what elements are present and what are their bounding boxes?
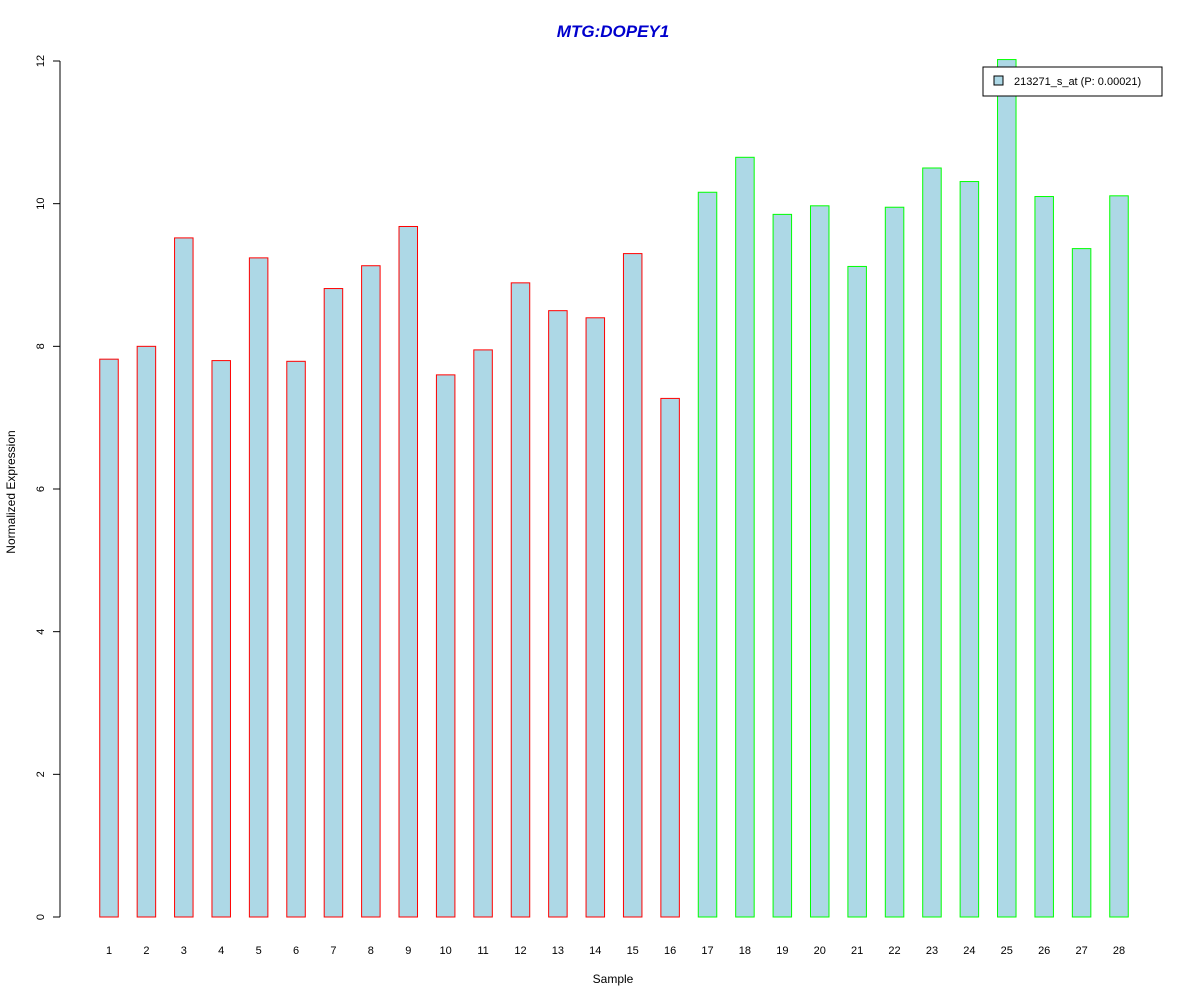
x-tick-label: 17 — [701, 945, 713, 957]
x-tick-label: 8 — [368, 945, 374, 957]
bar-sample-20 — [809, 205, 830, 918]
x-tick-label: 1 — [106, 945, 112, 957]
x-tick-label: 21 — [851, 945, 863, 957]
bar-sample-15 — [622, 253, 643, 918]
x-tick-label: 11 — [477, 945, 488, 957]
legend-box — [982, 66, 1163, 97]
x-tick-label: 20 — [814, 945, 826, 957]
x-tick-label: 19 — [776, 945, 788, 957]
bar-sample-17 — [697, 191, 718, 918]
y-axis-title: Normalized Expression — [4, 430, 18, 553]
legend: 213271_s_at (P: 0.00021) — [982, 66, 1163, 97]
y-tick-label: 6 — [35, 486, 47, 492]
y-tick-label: 2 — [35, 771, 47, 777]
x-tick-label: 16 — [664, 945, 676, 957]
x-tick-label: 7 — [330, 945, 336, 957]
legend-swatch — [993, 75, 1004, 86]
bar-sample-6 — [286, 360, 306, 918]
y-tick-label: 10 — [35, 198, 47, 210]
bars — [99, 59, 1129, 918]
bar-sample-21 — [847, 265, 867, 918]
x-tick-label: 25 — [1001, 945, 1013, 957]
bar-sample-13 — [548, 310, 568, 918]
x-tick-label: 4 — [218, 945, 224, 957]
x-tick-label: 2 — [143, 945, 149, 957]
bar-sample-4 — [211, 360, 231, 918]
x-tick-label: 15 — [627, 945, 639, 957]
bar-sample-11 — [473, 349, 493, 918]
bar-sample-19 — [772, 213, 793, 918]
bar-sample-3 — [174, 237, 194, 918]
bar-sample-23 — [922, 167, 942, 918]
bar-sample-1 — [99, 358, 119, 918]
bar-sample-26 — [1034, 196, 1054, 918]
bar-sample-28 — [1109, 195, 1129, 918]
x-axis-title: Sample — [593, 972, 634, 986]
x-tick-label: 24 — [963, 945, 975, 957]
x-tick-label: 6 — [293, 945, 299, 957]
bar-sample-22 — [884, 206, 905, 918]
x-tick-label: 27 — [1075, 945, 1087, 957]
bar-sample-8 — [361, 265, 381, 918]
x-tick-label: 22 — [888, 945, 900, 957]
x-tick-label: 3 — [181, 945, 187, 957]
bar-sample-27 — [1071, 248, 1092, 918]
y-tick-label: 4 — [35, 629, 47, 635]
x-tick-label: 18 — [739, 945, 751, 957]
bar-sample-2 — [136, 345, 157, 918]
bar-sample-24 — [959, 181, 980, 918]
bar-sample-18 — [735, 156, 755, 918]
bar-sample-10 — [435, 374, 456, 918]
x-tick-label: 28 — [1113, 945, 1125, 957]
x-tick-label: 5 — [256, 945, 262, 957]
chart-title: MTG:DOPEY1 — [557, 22, 669, 41]
x-tick-label: 23 — [926, 945, 938, 957]
x-tick-label: 10 — [440, 945, 452, 957]
y-tick-label: 0 — [35, 914, 47, 920]
y-tick-label: 8 — [35, 343, 47, 349]
legend-label: 213271_s_at (P: 0.00021) — [1014, 76, 1141, 88]
bar-sample-9 — [398, 225, 419, 918]
bar-sample-14 — [585, 317, 606, 918]
bar-sample-12 — [510, 282, 531, 918]
y-tick-label: 12 — [35, 55, 47, 67]
bar-sample-25 — [997, 59, 1017, 918]
x-tick-label: 14 — [589, 945, 601, 957]
x-tick-label: 12 — [514, 945, 526, 957]
x-axis-labels: 1 2 3 4 5 6 7 8 9 10 11 12 13 14 15 16 17 18 19 20 21 22 23 24 2… — [106, 945, 1125, 957]
bar-sample-5 — [248, 257, 269, 918]
bar-sample-7 — [323, 288, 344, 918]
x-tick-label: 9 — [405, 945, 411, 957]
x-tick-label: 13 — [552, 945, 564, 957]
y-axis: 0 2 4 6 8 10 12 — [35, 55, 61, 920]
bar-sample-16 — [660, 397, 680, 918]
x-tick-label: 26 — [1038, 945, 1050, 957]
